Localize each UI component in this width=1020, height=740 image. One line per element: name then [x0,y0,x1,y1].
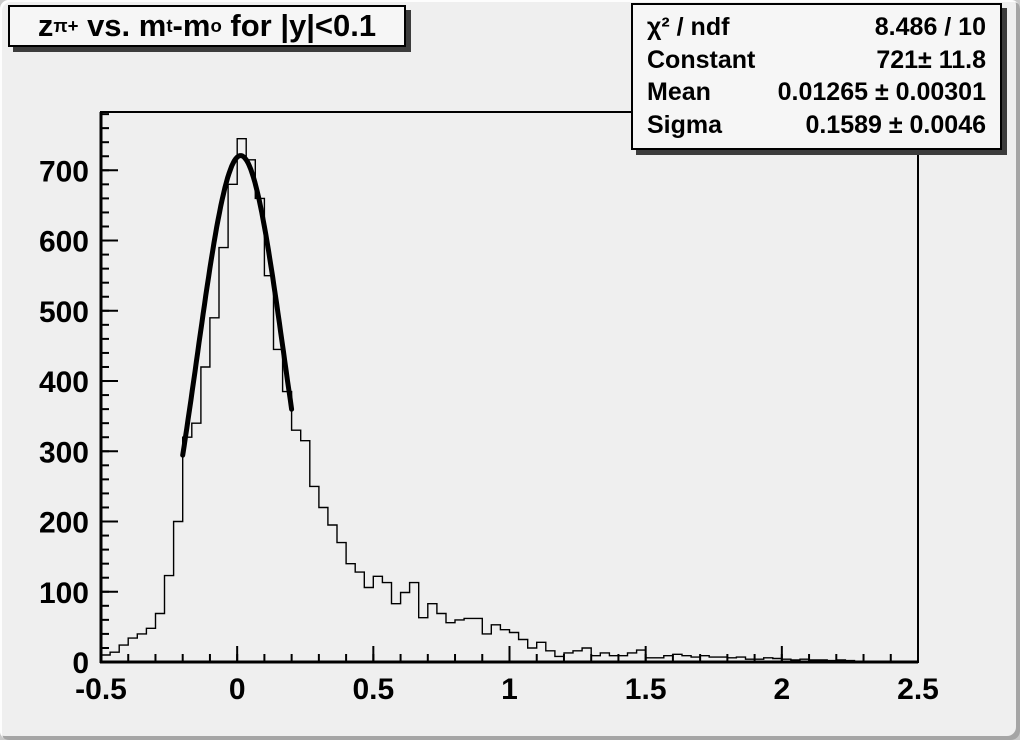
y-axis-tick-label: 0 [72,647,89,680]
plot-title-subscript: t [166,15,173,36]
stats-row: χ² / ndf 8.486 / 10 [647,13,986,42]
stats-box: χ² / ndf 8.486 / 10 Constant 721± 11.8 Mean 0… [631,3,1002,150]
y-axis-tick-label: 500 [39,296,89,329]
x-axis-tick-label: 1.5 [625,673,667,706]
stats-row: Mean 0.01265 ± 0.00301 [647,78,986,107]
y-axis-tick-label: 400 [39,366,89,399]
stats-label: Mean [647,78,711,107]
plot-title-text: z [37,8,54,43]
fit-curve [180,153,295,458]
x-axis-tick-label: 2.5 [897,673,939,706]
y-axis-tick-label: 700 [39,155,89,188]
x-axis-tick-label: 0.5 [352,673,394,706]
y-axis-tick-label: 200 [39,507,89,540]
plot-title-text: for |y|<0.1 [221,8,377,43]
x-axis-tick-label: 0 [229,673,246,706]
stats-value: 0.01265 ± 0.00301 [777,78,986,107]
stats-value: 721± 11.8 [876,45,986,74]
x-axis-tick-label: -0.5 [75,673,127,706]
histogram-outline [100,138,918,663]
stats-label: Sigma [647,111,723,140]
title-box: z π+ vs. m t -m o for |y|<0.1 [8,5,406,47]
y-axis-tick-label: 100 [39,577,89,610]
y-axis-tick-label: 300 [39,436,89,469]
stats-label: Constant [647,45,756,74]
stats-label: χ² / ndf [647,12,730,41]
stats-row: Sigma 0.1589 ± 0.0046 [647,111,986,140]
stats-value: 8.486 / 10 [874,12,986,41]
plot-title-subscript: o [210,15,222,36]
y-axis-tick-label: 600 [39,226,89,259]
plot-title-subscript: π+ [53,15,79,36]
x-axis-tick-label: 1 [501,673,518,706]
plot-title-text: vs. m [78,8,167,43]
stats-value: 0.1589 ± 0.0046 [805,111,986,140]
plot-title-text: -m [172,8,211,43]
stats-row: Constant 721± 11.8 [647,46,986,75]
x-axis-tick-label: 2 [773,673,790,706]
